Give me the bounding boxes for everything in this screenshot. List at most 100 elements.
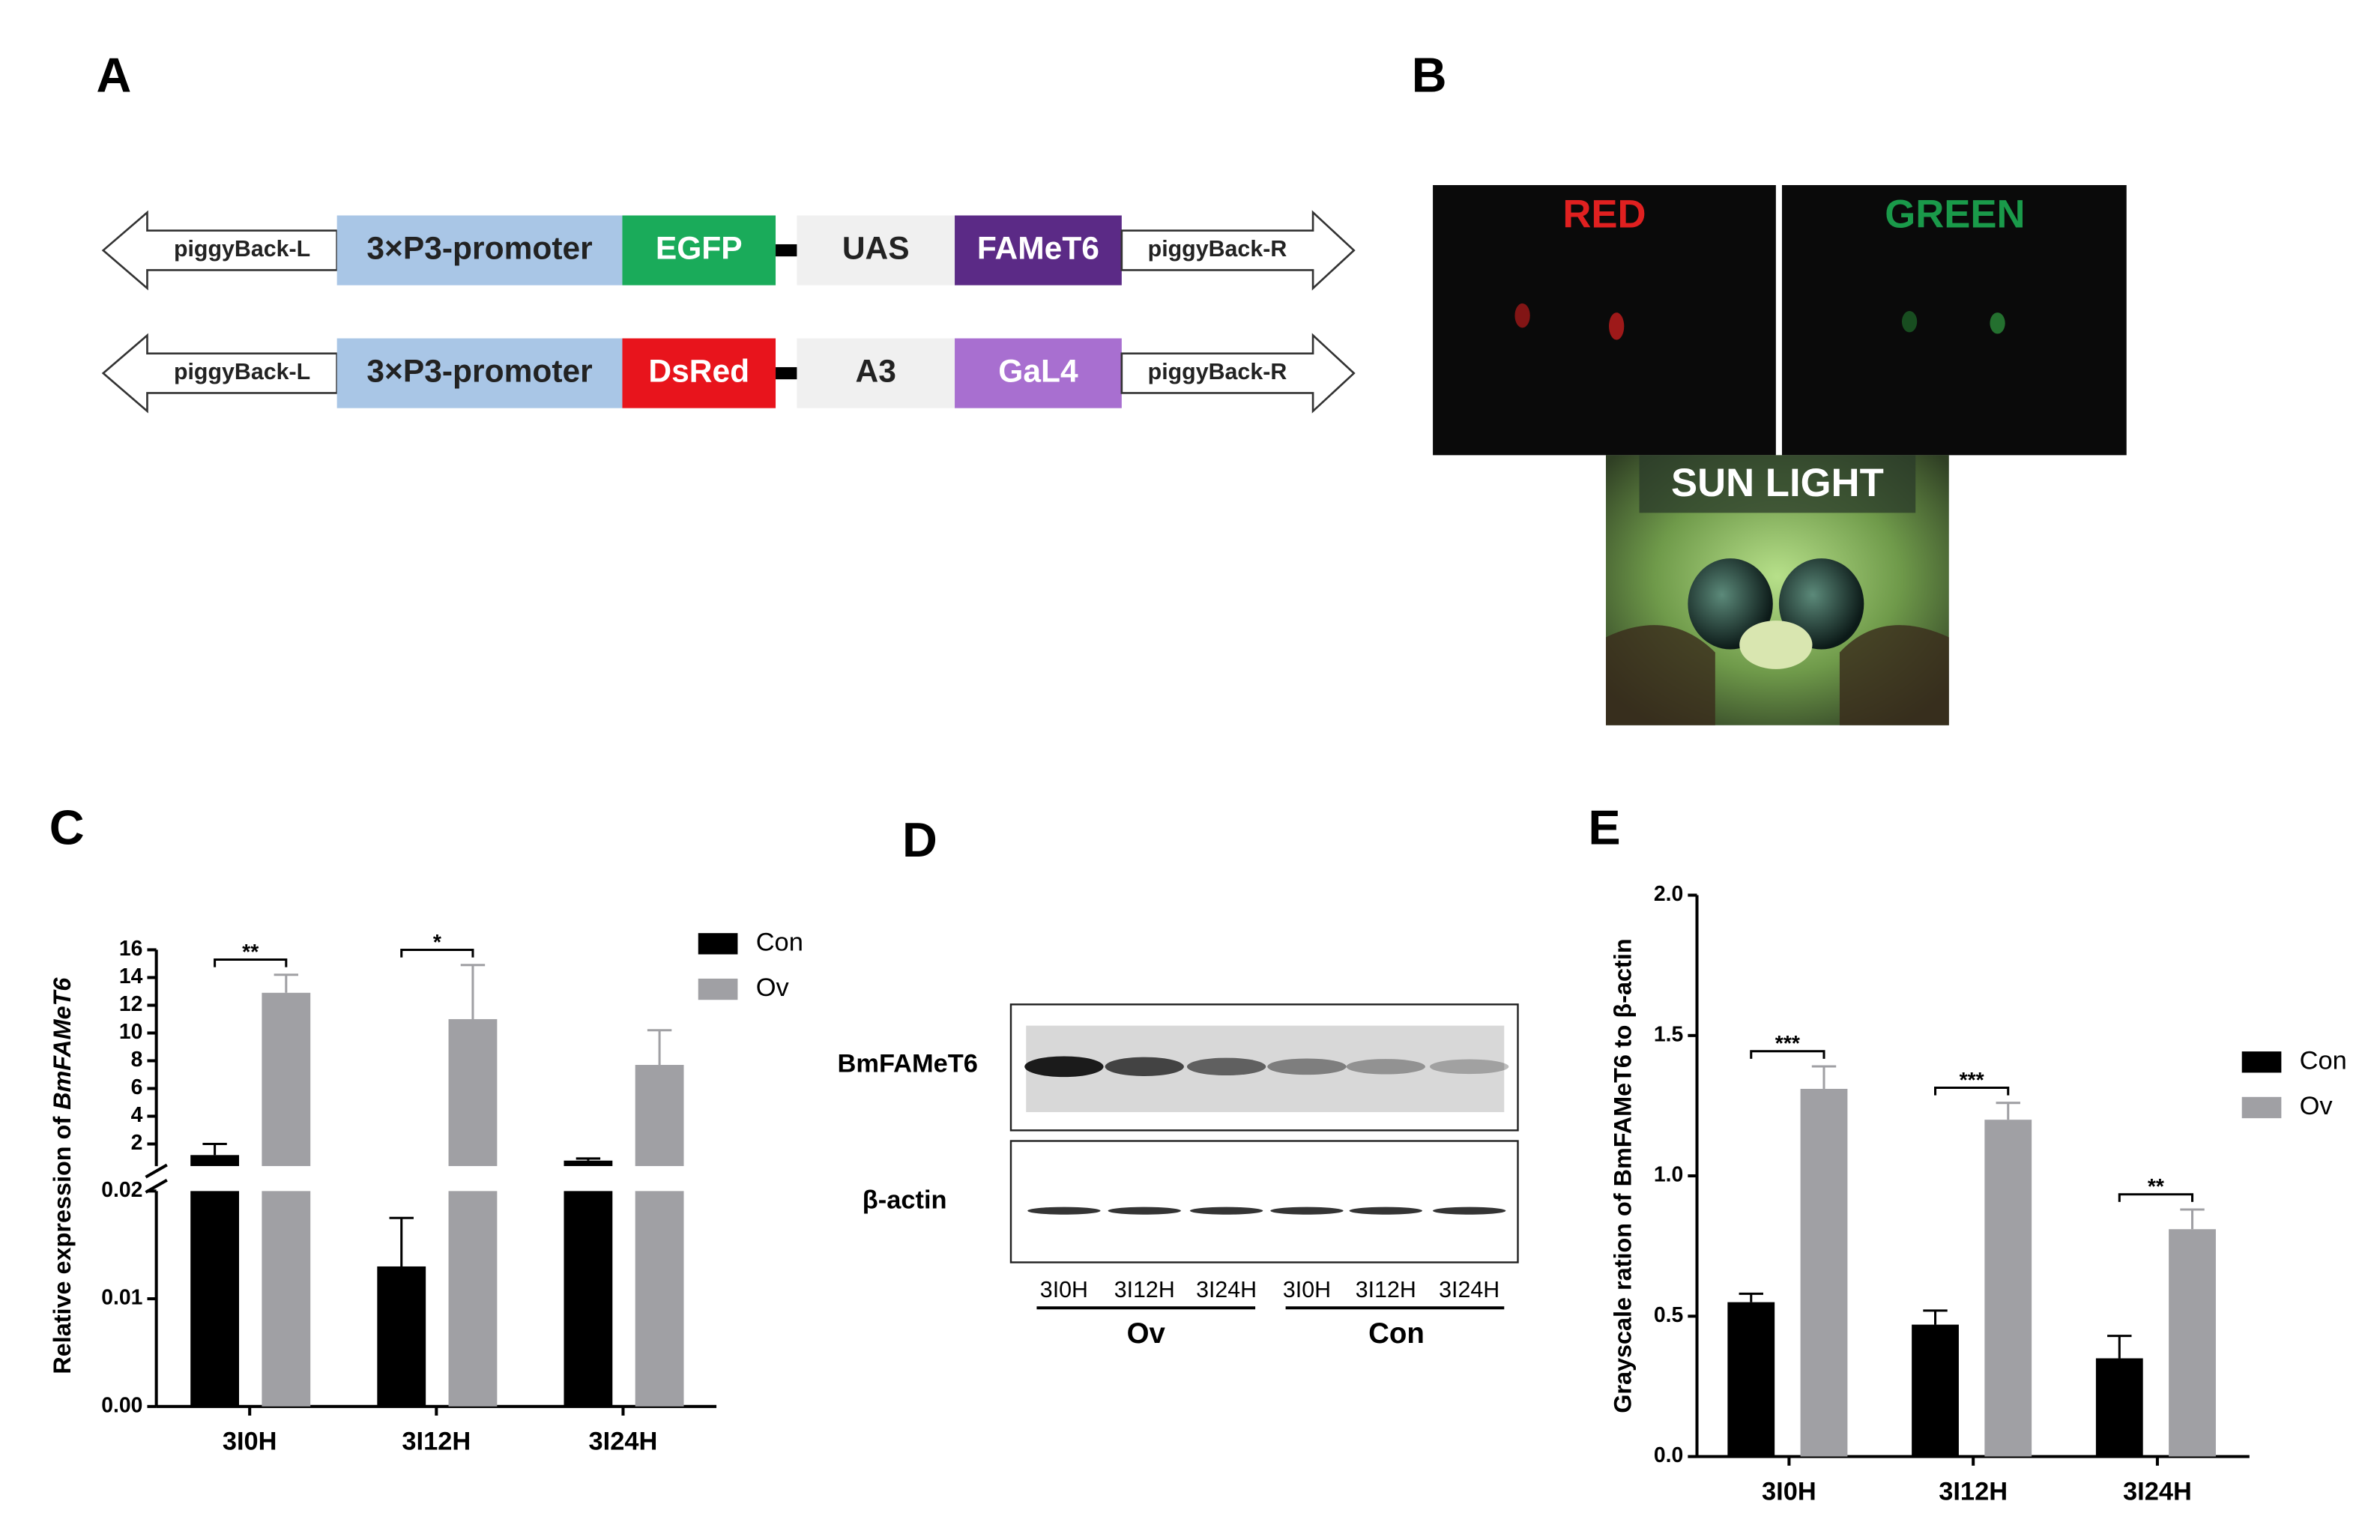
lane-label: 3I0H [1040,1278,1088,1302]
x-tick-label: 3I12H [402,1428,471,1456]
y-tick-label: 6 [131,1075,143,1099]
y-tick-label: 16 [119,937,143,961]
y-tick-label: 0.02 [101,1178,142,1202]
band [1433,1207,1506,1215]
y-axis-label: Grayscale ration of BmFAMeT6 to β-actin [1609,938,1636,1413]
panel-b: B RED GREEN SUN LIGHT [1412,47,2127,725]
construct-label: DsRed [648,354,749,389]
significance-label: * [433,931,441,955]
green-spot [1901,311,1918,333]
construct-box [797,215,955,286]
bar [635,1065,684,1167]
panel-label: D [902,812,937,867]
band [1190,1207,1263,1215]
leg [1605,625,1715,725]
band [1105,1057,1184,1076]
significance-label: ** [242,940,259,964]
significance-bracket [2118,1193,2194,1202]
lane-label: 3I24H [1196,1278,1257,1302]
y-tick-label: 0.00 [101,1393,142,1417]
row-label: β-actin [863,1186,947,1215]
bar [448,1191,498,1407]
linker [776,366,797,380]
error-bar [2107,1335,2132,1359]
axis-break [145,1178,168,1194]
band [1430,1059,1509,1075]
band [1186,1057,1266,1076]
legend-label: Ov [2300,1092,2334,1120]
lane-label: 3I24H [1439,1278,1499,1302]
error-bar [2180,1208,2205,1230]
significance-label: *** [1775,1032,1800,1056]
row-label: BmFAMeT6 [838,1049,978,1078]
y-tick-label: 8 [131,1048,143,1072]
y-tick-label: 12 [119,992,143,1016]
bar [1727,1302,1775,1457]
panel-label: C [49,800,85,855]
band [1270,1207,1344,1215]
y-tick-label: 14 [119,964,143,988]
blot-frame [1009,1003,1519,1132]
bar [2095,1358,2143,1457]
x-tick-label: 3I24H [589,1428,658,1456]
blot-frame [1009,1140,1519,1263]
red-image [1433,185,1776,456]
lane-label: 3I12H [1356,1278,1416,1302]
error-bar [460,964,486,1019]
construct-box [622,338,776,408]
bar [564,1191,613,1407]
construct-label: piggyBack-R [1148,237,1287,262]
y-tick-label: 0.01 [101,1286,142,1310]
panel-label: B [1412,47,1447,102]
error-bar [576,1157,601,1161]
construct-label: A3 [856,354,896,389]
eye [1688,558,1773,650]
bar [190,1155,240,1167]
legend-label: Con [756,928,803,956]
construct-label: GaL4 [998,354,1078,389]
significance-label: *** [1960,1069,1984,1093]
bar [564,1160,613,1167]
legend-swatch [2241,1096,2282,1119]
group-label: Ov [1127,1317,1166,1350]
y-axis-label-gene: BmFAMeT6 [49,977,76,1110]
lane-label: 3I0H [1283,1278,1331,1302]
error-bar [647,1029,672,1066]
bar [1984,1120,2032,1457]
error-bar [1923,1309,1948,1325]
construct-label: piggyBack-L [174,237,310,262]
y-tick-label: 1.5 [1654,1022,1683,1046]
red-spot [1514,303,1530,328]
construct-label: EGFP [656,231,743,266]
legend-label: Ov [756,973,790,1002]
leg [1839,625,1949,725]
legend-swatch [698,978,738,1000]
band [1027,1207,1101,1215]
construct-box [955,338,1122,408]
panel-d: D BmFAMeT6 β-actin Ov Con [838,812,1519,1350]
construct-label: FAMeT6 [977,231,1099,266]
x-tick-label: 3I12H [1939,1477,2008,1506]
y-axis-label: Relative expression of BmFAMeT6 [49,977,76,1374]
bar [448,1018,498,1167]
image-label: RED [1562,192,1646,236]
x-tick-label: 3I24H [2123,1477,2192,1506]
green-spot [1990,312,2005,334]
y-tick-label: 0.5 [1654,1303,1683,1327]
image-label: GREEN [1885,192,2025,236]
band [1349,1207,1422,1215]
axis-break [145,1163,168,1179]
error-bar [1739,1292,1763,1302]
legend-swatch [2241,1051,2282,1073]
eye [1778,558,1864,650]
significance-label: ** [2148,1175,2164,1199]
bar [635,1191,684,1407]
arrow-right [1120,210,1356,291]
construct-label: 3×P3-promoter [366,354,592,389]
construct-label: piggyBack-R [1148,360,1287,384]
bar [262,992,311,1167]
bar [1800,1088,1848,1457]
panel-label: E [1588,800,1620,855]
y-tick-label: 2.0 [1654,882,1683,906]
